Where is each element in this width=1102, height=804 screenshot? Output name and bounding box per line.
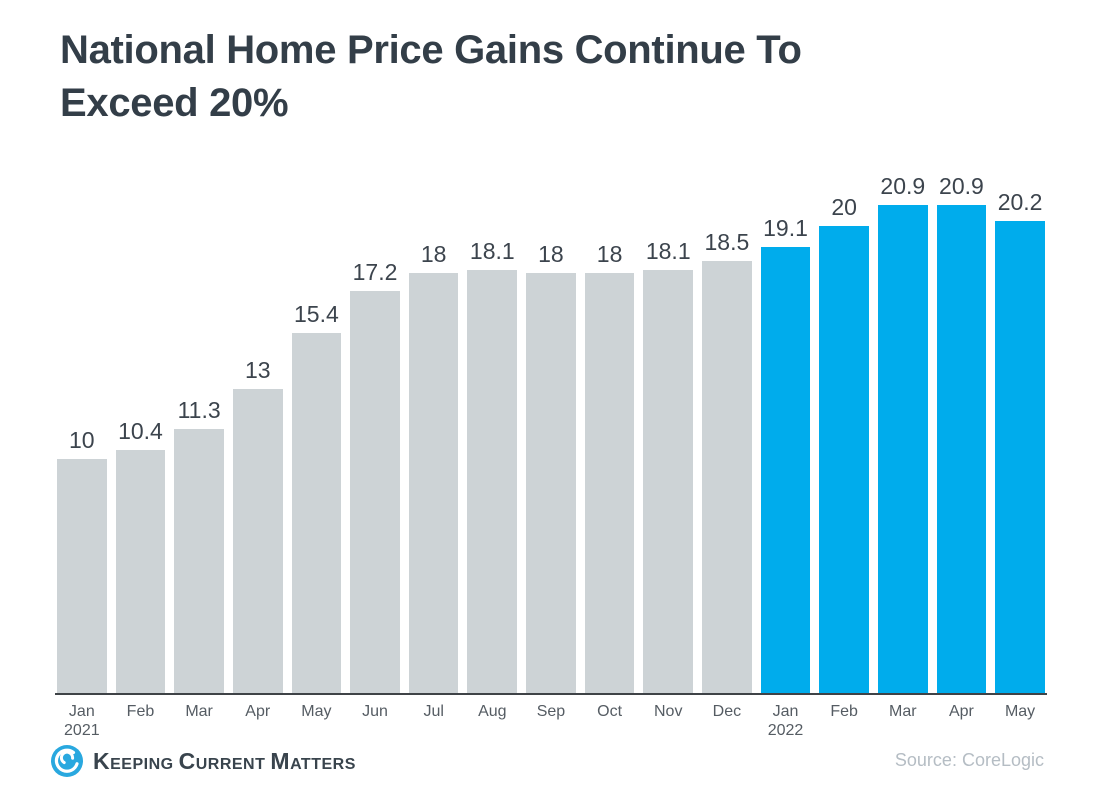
value-label: 18.1 [645,238,691,264]
bar-jul [408,273,459,693]
bar-aug [467,270,518,693]
value-label: 11.3 [177,397,221,423]
bar-may [291,333,342,693]
x-tick-label: May [301,703,332,720]
value-label: 20.9 [880,173,926,199]
bar-may [995,221,1045,693]
bar-mar [877,205,928,693]
bar-column-6: 17.2 [350,172,400,693]
value-label: 10.4 [118,418,163,444]
bar-column-5: 15.4 [291,172,342,693]
bar-feb [819,226,869,693]
bar-column-7: 18 [408,172,459,693]
bar-column-11: 18.1 [643,172,694,693]
value-label: 19.1 [763,215,808,241]
value-label: 20.2 [997,189,1043,215]
bar-column-15: 20.9 [877,172,928,693]
chart-title: National Home Price Gains Continue To Exc… [60,24,1040,130]
bar-apr [232,389,283,693]
x-tick-label: Mar [185,703,213,720]
bar-column-10: 18 [584,172,635,693]
bar-nov [643,270,694,693]
value-label: 18.1 [469,238,515,264]
chart-title-line2: Exceed 20% [60,81,289,125]
value-label: 13 [244,357,271,383]
value-label: 17.2 [352,259,398,285]
bar-feb [115,450,166,693]
value-label: 18 [420,241,447,267]
value-label: 15.4 [294,301,339,327]
bar-jan-2022 [760,247,811,693]
value-label: 18 [538,241,564,267]
x-tick-label: Jan 2021 [64,703,100,739]
value-label: 10 [69,427,95,453]
kcm-swirl-icon [51,745,83,777]
bar-column-17: 20.2 [995,172,1045,693]
source-credit: Source: CoreLogic [894,750,1044,770]
bar-column-12: 18.5 [702,172,752,693]
value-label: 20.9 [939,173,984,199]
x-axis-labels: Jan 2021 Feb Mar Apr May Jun Jul Aug Sep Oct Nov Dec… [57,702,1045,740]
bar-column-3: 11.3 [174,172,224,693]
bar-apr [936,205,987,693]
x-tick-label: Sep [536,703,566,720]
x-tick-label: Oct [597,703,623,720]
bar-mar [174,429,224,693]
bar-column-14: 20 [819,172,869,693]
bar-column-16: 20.9 [936,172,987,693]
x-tick-label: May [1004,703,1036,720]
bar-column-8: 18.1 [467,172,518,693]
bar-dec [702,261,752,693]
x-tick-label: Dec [712,703,742,720]
x-axis-line [55,693,1047,695]
value-label: 18 [596,241,623,267]
bar-column-13: 19.1 [760,172,811,693]
value-label: 20 [831,194,857,220]
x-tick-label: Nov [654,703,683,720]
bar-jun [350,291,400,693]
x-tick-label: Jun [362,703,388,720]
bar-column-9: 18 [526,172,576,693]
x-tick-label: Feb [830,703,858,720]
bar-column-1: 10 [57,172,107,693]
value-label: 18.5 [704,229,750,255]
x-tick-label: Feb [126,703,155,720]
x-tick-label: Apr [948,703,974,720]
bar-sep [526,273,576,693]
bar-jan-2021 [57,459,107,693]
chart-title-line1: National Home Price Gains Continue To [60,28,802,72]
x-tick-label: Aug [478,703,507,720]
x-tick-label: Jul [423,703,444,720]
bar-oct [584,273,635,693]
bar-chart-plot-area: 10 10.4 11.3 13 15.4 17.2 18 18.1 18 18 18.1 18.5 19… [57,172,1045,693]
bar-column-4: 13 [232,172,283,693]
bar-column-2: 10.4 [115,172,166,693]
x-tick-label: Apr [245,703,271,720]
x-tick-label: Mar [889,703,917,720]
x-tick-label: Jan 2022 [767,703,804,739]
kcm-logo: KEEPING CURRENT MATTERS [50,744,361,778]
kcm-logo-text: KEEPING CURRENT MATTERS [93,747,356,774]
